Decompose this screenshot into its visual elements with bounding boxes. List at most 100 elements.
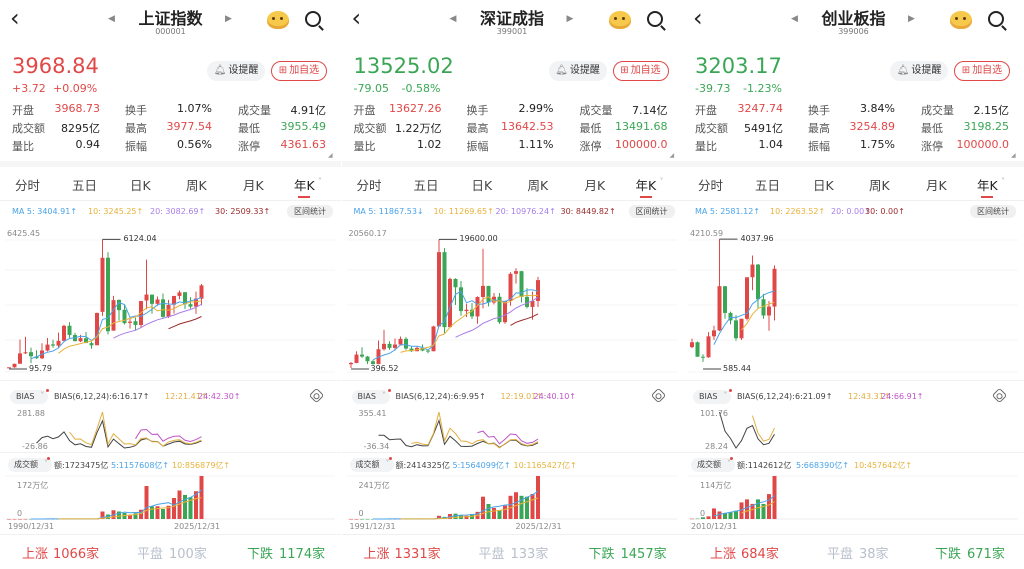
fall-label: 下跌 [588, 547, 615, 562]
prev-index-icon[interactable]: ◀ [108, 14, 115, 24]
tab-0[interactable]: 分时 [356, 178, 382, 193]
tab-5[interactable]: 年K [635, 178, 657, 193]
tab-3[interactable]: 周K [186, 178, 207, 193]
tab-5[interactable]: 年K [977, 178, 998, 193]
add-watchlist-button[interactable]: ⊞ 加自选 [954, 61, 1010, 81]
candle-body [188, 304, 193, 307]
divider [0, 452, 341, 453]
ma-line-ma10 [741, 301, 775, 331]
stat-label: 开盘 [353, 104, 376, 117]
range-stats-button[interactable]: 区间统计 [628, 205, 675, 218]
price-change-pct: -0.58% [401, 82, 441, 95]
tab-3[interactable]: 周K [869, 178, 890, 193]
bias-indicator-select[interactable]: BIAS [693, 389, 732, 404]
stat-value: 4361.63 [280, 138, 327, 151]
tab-4[interactable]: 月K [584, 178, 606, 193]
tab-4[interactable]: 月K [926, 178, 947, 193]
tab-3[interactable]: 周K [527, 178, 549, 193]
candle-body [392, 344, 397, 348]
volume-ma10-line [58, 497, 202, 520]
add-watchlist-button[interactable]: ⊞ 加自选 [612, 61, 669, 81]
active-tab-indicator [981, 196, 993, 198]
kline-chart[interactable] [0, 0, 341, 569]
candle-body [365, 356, 369, 362]
expand-corner-icon[interactable]: ◢ [1011, 152, 1016, 159]
high-label: 6124.04 [123, 234, 157, 244]
new-dot [387, 389, 391, 392]
tab-1[interactable]: 五日 [755, 178, 781, 193]
next-index-icon[interactable]: ▶ [908, 14, 915, 24]
volume-bar [772, 476, 777, 519]
candle-body [133, 321, 138, 325]
volume-bar [18, 518, 22, 520]
candle-body [172, 295, 176, 305]
candle-body [475, 297, 479, 317]
bell-icon: 🔔︎ [896, 65, 910, 76]
candle-body [425, 350, 430, 352]
index-code: 399001 [496, 27, 528, 36]
search-icon[interactable] [646, 11, 663, 27]
stat-label: 量比 [353, 140, 376, 153]
bias-indicator-select[interactable]: BIAS [351, 389, 390, 404]
divider [683, 534, 1024, 535]
back-icon[interactable]: ‹ [693, 4, 703, 32]
next-index-icon[interactable]: ▶ [225, 14, 232, 24]
volume-bar [188, 497, 193, 519]
axis-max-label: 4210.59 [690, 229, 724, 238]
ma-line-ma10 [399, 294, 538, 353]
tab-2[interactable]: 日K [471, 178, 493, 193]
volume-bar [359, 518, 364, 520]
range-stats-button[interactable]: 区间统计 [287, 205, 333, 218]
chevron-down-icon[interactable]: ˅ [659, 177, 664, 186]
set-alert-button[interactable]: 🔔︎ 设提醒 [207, 61, 265, 81]
bias-indicator-select[interactable]: BIAS [10, 389, 49, 404]
mascot-icon[interactable] [267, 11, 289, 29]
tab-5[interactable]: 年K [294, 178, 315, 193]
ma-ma20: 20: 0.00↑ [831, 207, 871, 216]
ma-line-ma5 [30, 296, 202, 360]
tab-1[interactable]: 五日 [413, 178, 439, 193]
tab-0[interactable]: 分时 [698, 178, 724, 193]
set-alert-button[interactable]: 🔔︎ 设提醒 [548, 61, 607, 81]
add-watchlist-button[interactable]: ⊞ 加自选 [271, 61, 327, 81]
add-watchlist-label: 加自选 [972, 65, 1003, 76]
mascot-icon[interactable] [950, 11, 972, 29]
back-icon[interactable]: ‹ [10, 4, 20, 32]
search-icon[interactable] [305, 11, 321, 27]
tab-0[interactable]: 分时 [15, 178, 41, 193]
volume-amount: 额:1142612亿 [737, 461, 792, 470]
candle-body [502, 300, 507, 323]
kline-chart[interactable] [683, 0, 1024, 569]
set-alert-button[interactable]: 🔔︎ 设提醒 [890, 61, 948, 81]
candle-body [717, 286, 722, 331]
stat-value: 3977.54 [166, 120, 213, 133]
tab-2[interactable]: 日K [813, 178, 834, 193]
volume-indicator-select[interactable]: 成交额 [691, 457, 735, 472]
expand-corner-icon[interactable]: ◢ [669, 152, 675, 159]
mascot-icon[interactable] [608, 11, 631, 29]
plus-box-icon: ⊞ [278, 65, 288, 76]
ma-ma30: 30: 0.00↑ [865, 207, 905, 216]
prev-index-icon[interactable]: ◀ [449, 14, 457, 24]
search-icon[interactable] [988, 11, 1004, 27]
candle-body [111, 300, 116, 331]
prev-index-icon[interactable]: ◀ [791, 14, 798, 24]
next-index-icon[interactable]: ▶ [566, 14, 574, 24]
volume-indicator-select[interactable]: 成交额 [8, 457, 52, 472]
rise-count: 684家 [741, 547, 779, 562]
back-icon[interactable]: ‹ [351, 4, 362, 32]
tab-2[interactable]: 日K [130, 178, 151, 193]
range-stats-button[interactable]: 区间统计 [970, 205, 1016, 218]
expand-corner-icon[interactable]: ◢ [328, 152, 333, 159]
stat-value: 0.94 [75, 138, 101, 151]
ma-line-ma10 [58, 300, 202, 354]
bias-b24: 24:40.10↑ [533, 392, 576, 401]
volume-indicator-select[interactable]: 成交额 [349, 457, 394, 472]
kline-chart[interactable] [342, 0, 683, 569]
candle-body [161, 299, 165, 317]
volume-bar [436, 515, 441, 519]
chevron-down-icon[interactable]: ˅ [318, 177, 322, 186]
tab-1[interactable]: 五日 [72, 178, 98, 193]
tab-4[interactable]: 月K [243, 178, 264, 193]
chevron-down-icon[interactable]: ˅ [1001, 177, 1005, 186]
